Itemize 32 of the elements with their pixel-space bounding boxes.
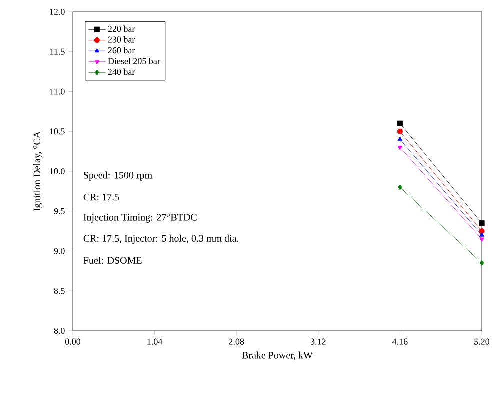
annotation: Fuel: DSOME <box>84 256 142 264</box>
legend-label: 260 bar <box>108 47 136 54</box>
y-tick-label: 9.5 <box>54 208 65 214</box>
annotation: Injection Timing: 27$^{o}$BTDC <box>84 214 197 223</box>
x-tick-label: 3.12 <box>310 338 326 345</box>
y-tick-label: 9.0 <box>54 248 65 254</box>
x-tick-label: 4.16 <box>392 338 408 345</box>
legend-label: 240 bar <box>108 68 136 76</box>
annotation: CR: 17.5 <box>84 194 120 201</box>
point <box>397 120 403 126</box>
y-tick-label: 11.5 <box>50 48 65 55</box>
y-axis-title: Ignition Delay, $^{o}$CA <box>33 131 43 212</box>
legend-label: Diesel 205 bar <box>108 58 160 64</box>
y-tick-label: 10.5 <box>50 128 65 135</box>
point <box>479 220 485 226</box>
y-tick-label: 10.0 <box>50 168 65 175</box>
y-tick-label: 12.0 <box>50 8 65 16</box>
point <box>480 260 484 266</box>
point <box>398 184 402 190</box>
point <box>397 128 403 134</box>
y-tick-label: 11.0 <box>50 88 65 95</box>
y-tick-label: 8.0 <box>54 328 65 334</box>
x-tick-label: 0.00 <box>65 338 81 345</box>
legend-label: 220 bar <box>108 26 136 32</box>
legend-label: 230 bar <box>108 36 136 43</box>
annotation: Speed: 1500 rpm <box>84 172 152 181</box>
x-axis-title: Brake Power, kW <box>242 352 313 360</box>
y-tick-label: 8.5 <box>54 288 65 294</box>
x-tick-label: 1.04 <box>148 338 163 345</box>
x-tick-label: 5.20 <box>474 338 490 345</box>
x-tick-label: 2.08 <box>229 338 244 345</box>
annotation: CR: 17.5, Injector: 5 hole, 0.3 mm dia. <box>84 234 239 244</box>
